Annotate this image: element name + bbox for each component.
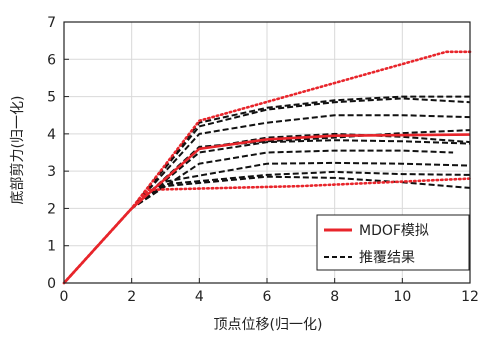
y-tick-label: 3 <box>47 164 56 180</box>
y-tick-label: 7 <box>47 15 56 31</box>
x-tick-label: 8 <box>330 289 339 305</box>
x-tick-label: 10 <box>393 289 411 305</box>
y-tick-label: 2 <box>47 201 56 217</box>
series-layer <box>62 50 472 285</box>
y-tick-label: 1 <box>47 239 56 255</box>
y-tick-label: 0 <box>47 276 56 292</box>
x-tick-label: 4 <box>195 289 204 305</box>
legend-label-mdof: MDOF模拟 <box>359 223 429 239</box>
y-tick-label: 6 <box>47 52 56 68</box>
x-tick-label: 6 <box>263 289 272 305</box>
legend-box <box>316 214 470 271</box>
x-axis-label: 顶点位移(归一化) <box>214 316 323 333</box>
legend: MDOF模拟 推覆结果 <box>316 214 470 271</box>
y-axis-label: 底部剪力(归一化) <box>9 96 26 205</box>
y-tick-label: 4 <box>47 127 56 143</box>
x-tick-label: 0 <box>60 289 69 305</box>
legend-label-pushover: 推覆结果 <box>359 250 415 266</box>
mdof-curve <box>63 133 471 284</box>
x-tick-label: 12 <box>461 289 479 305</box>
x-tick-label: 2 <box>127 289 136 305</box>
y-tick-label: 5 <box>47 90 56 106</box>
